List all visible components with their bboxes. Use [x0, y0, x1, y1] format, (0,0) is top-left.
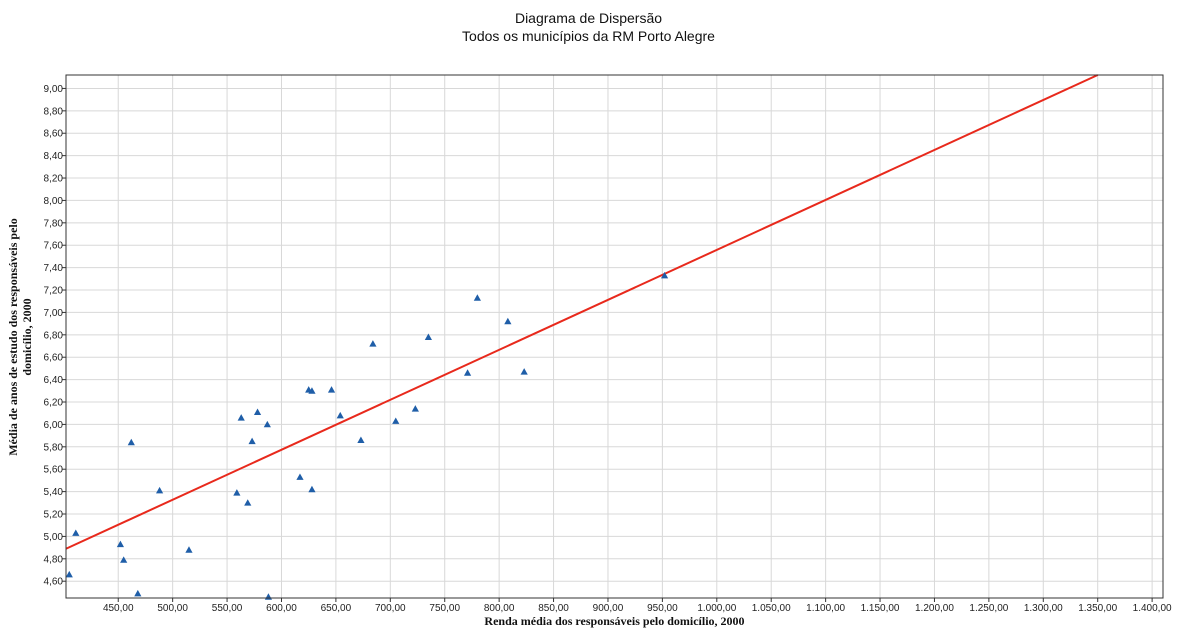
data-point-triangle — [237, 414, 245, 421]
data-points — [65, 271, 669, 600]
y-tick-label: 5,40 — [44, 487, 64, 498]
data-point-triangle — [72, 529, 80, 536]
x-tick-label: 450,00 — [103, 603, 134, 614]
y-tick-label: 7,80 — [44, 218, 64, 229]
data-point-triangle — [244, 499, 252, 506]
y-tick-label: 8,20 — [44, 174, 64, 185]
data-point-triangle — [504, 317, 512, 325]
x-tick-label: 650,00 — [321, 603, 352, 614]
y-tick-label: 7,20 — [44, 286, 64, 297]
x-tick-label: 850,00 — [538, 603, 569, 614]
data-point-triangle — [127, 438, 135, 446]
y-tick-label: 5,00 — [44, 532, 64, 543]
x-tick-label: 550,00 — [212, 603, 243, 614]
y-axis-ticks: 4,60 4,80 5,00 5,20 5,40 5,60 5,80 6,00 6,20 6,40… — [44, 84, 66, 588]
y-tick-label: 5,60 — [44, 465, 64, 476]
data-point-triangle — [424, 333, 433, 340]
y-tick-label: 6,60 — [44, 353, 64, 364]
grid-lines — [66, 75, 1163, 598]
data-point-triangle — [473, 294, 481, 301]
x-axis-ticks: 450,00 500,00 550,00 600,00 650,00 700,00 750,… — [103, 598, 1172, 614]
y-tick-label: 9,00 — [44, 84, 64, 95]
data-point-triangle — [120, 556, 128, 563]
data-point-triangle — [660, 271, 669, 279]
y-tick-label: 4,60 — [44, 577, 64, 588]
data-point-triangle — [253, 408, 262, 415]
x-tick-label: 500,00 — [157, 603, 188, 614]
y-tick-label: 8,40 — [44, 151, 64, 162]
y-tick-label: 8,60 — [44, 129, 64, 140]
x-axis-label: Renda média dos responsáveis pelo domicí… — [484, 614, 745, 628]
data-point-triangle — [336, 411, 344, 419]
y-tick-label: 7,40 — [44, 263, 64, 274]
x-tick-label: 1.050,00 — [752, 603, 791, 614]
data-point-triangle — [185, 546, 193, 553]
data-point-triangle — [308, 387, 316, 394]
x-tick-label: 700,00 — [375, 603, 406, 614]
data-point-triangle — [520, 368, 528, 375]
data-point-triangle — [264, 593, 273, 600]
data-point-triangle — [392, 417, 400, 424]
x-tick-label: 950,00 — [647, 603, 678, 614]
plot-frame — [65, 74, 1164, 599]
x-tick-label: 1.250,00 — [969, 603, 1008, 614]
data-point-triangle — [308, 485, 316, 493]
x-tick-label: 800,00 — [484, 603, 515, 614]
y-axis-label-container: Média de anos de estudo dos responsáveis… — [2, 72, 38, 602]
x-tick-label: 1.100,00 — [806, 603, 845, 614]
x-tick-label: 1.400,00 — [1133, 603, 1172, 614]
y-tick-label: 4,80 — [44, 554, 64, 565]
trendline — [65, 74, 1099, 550]
x-tick-label: 900,00 — [593, 603, 624, 614]
x-tick-label: 1.350,00 — [1078, 603, 1117, 614]
x-tick-label: 1.200,00 — [915, 603, 954, 614]
data-point-triangle — [248, 437, 256, 445]
y-axis-label: Média de anos de estudo dos responsáveis… — [6, 218, 34, 455]
y-tick-label: 6,40 — [44, 375, 64, 386]
y-tick-label: 7,00 — [44, 308, 64, 319]
data-point-triangle — [116, 540, 125, 548]
data-point-triangle — [233, 489, 241, 496]
y-tick-label: 8,80 — [44, 106, 64, 117]
y-tick-label: 8,00 — [44, 196, 64, 207]
data-point-triangle — [369, 340, 377, 347]
data-point-triangle — [327, 386, 336, 393]
data-point-triangle — [263, 420, 271, 428]
chart-subtitle: Todos os municípios da RM Porto Alegre — [462, 28, 715, 44]
chart-title: Diagrama de Dispersão — [514, 10, 663, 26]
x-tick-label: 1.000,00 — [697, 603, 736, 614]
y-axis-label-line1: Média de anos de estudo dos responsáveis… — [6, 218, 20, 456]
y-tick-label: 6,00 — [44, 420, 64, 431]
x-tick-label: 1.300,00 — [1024, 603, 1063, 614]
trendline-group — [65, 74, 1099, 550]
y-tick-label: 7,60 — [44, 241, 64, 252]
data-point-triangle — [296, 473, 304, 480]
y-tick-label: 6,80 — [44, 330, 64, 341]
y-tick-label: 6,20 — [44, 398, 64, 409]
data-point-triangle — [134, 589, 142, 597]
x-tick-label: 600,00 — [266, 603, 297, 614]
data-point-triangle — [65, 570, 73, 578]
data-point-triangle — [155, 486, 164, 494]
x-tick-label: 750,00 — [429, 603, 460, 614]
data-point-triangle — [411, 405, 419, 412]
y-axis-label-line2: domicílio, 2000 — [20, 298, 34, 376]
x-tick-label: 1.150,00 — [861, 603, 900, 614]
y-tick-label: 5,80 — [44, 442, 64, 453]
data-point-triangle — [463, 369, 472, 376]
y-tick-label: 5,20 — [44, 510, 64, 521]
data-point-triangle — [357, 436, 365, 443]
